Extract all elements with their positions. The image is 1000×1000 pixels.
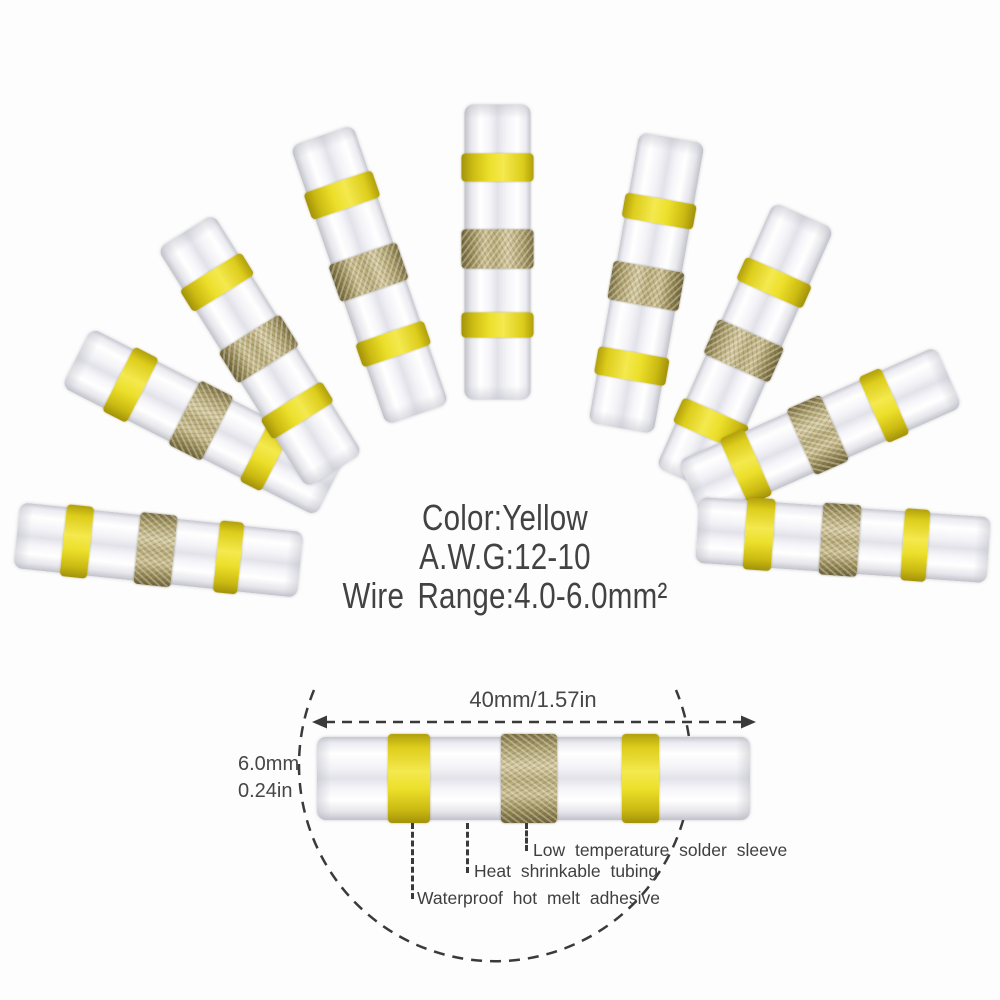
spec-line-wire-range: Wire Range:4.0-6.0mm² bbox=[342, 575, 668, 616]
spec-line-color: Color:Yellow bbox=[422, 497, 588, 538]
adhesive-band bbox=[59, 504, 94, 579]
solder-sleeve-band bbox=[501, 734, 558, 823]
spec-text-block: Color:Yellow A.W.G:12-10 Wire Range:4.0-… bbox=[296, 498, 714, 615]
diameter-mm: 6.0mm bbox=[238, 753, 300, 775]
spec-line-awg: A.W.G:12-10 bbox=[419, 536, 591, 577]
leader-line-tubing bbox=[466, 823, 469, 873]
solder-connector bbox=[587, 132, 705, 434]
solder-sleeve-band bbox=[327, 242, 409, 303]
solder-sleeve-band bbox=[606, 260, 685, 312]
solder-sleeve-band bbox=[461, 229, 533, 269]
adhesive-band bbox=[179, 251, 255, 313]
solder-connector bbox=[695, 496, 991, 584]
diameter-dimension-label: 6.0mm 0.24in bbox=[238, 751, 299, 805]
adhesive-band bbox=[742, 497, 776, 572]
solder-sleeve-band bbox=[703, 318, 785, 383]
solder-sleeve-band bbox=[786, 394, 849, 476]
adhesive-band bbox=[461, 153, 533, 182]
adhesive-band bbox=[593, 346, 670, 387]
solder-sleeve-band bbox=[218, 313, 299, 384]
adhesive-band bbox=[736, 256, 813, 309]
callout-solder-sleeve: Low temperature solder sleeve bbox=[533, 840, 788, 860]
callout-hot-melt-adhesive: Waterproof hot melt adhesive bbox=[417, 888, 660, 908]
solder-sleeve-band bbox=[818, 502, 862, 578]
solder-sleeve-band bbox=[167, 380, 234, 462]
adhesive-band bbox=[461, 312, 533, 338]
adhesive-band bbox=[354, 320, 431, 368]
solder-connector bbox=[12, 502, 304, 598]
adhesive-band bbox=[260, 380, 334, 440]
adhesive-band bbox=[900, 508, 930, 582]
adhesive-band bbox=[212, 520, 244, 595]
adhesive-band bbox=[388, 734, 430, 823]
leader-line-solder bbox=[525, 823, 528, 851]
adhesive-band bbox=[719, 428, 773, 506]
adhesive-band bbox=[858, 367, 910, 444]
diameter-in: 0.24in bbox=[238, 780, 293, 802]
solder-sleeve-band bbox=[132, 511, 178, 588]
adhesive-band bbox=[101, 346, 159, 424]
adhesive-band bbox=[621, 192, 697, 230]
length-dimension-arrow bbox=[312, 715, 756, 729]
adhesive-band bbox=[622, 734, 660, 823]
leader-line-adhesive bbox=[411, 823, 414, 899]
solder-connector bbox=[461, 104, 533, 400]
adhesive-band bbox=[302, 169, 380, 220]
solder-connector-diagram bbox=[317, 734, 750, 823]
length-dimension-label: 40mm/1.57in bbox=[469, 687, 597, 712]
callout-heat-shrink-tubing: Heat shrinkable tubing bbox=[474, 861, 659, 881]
